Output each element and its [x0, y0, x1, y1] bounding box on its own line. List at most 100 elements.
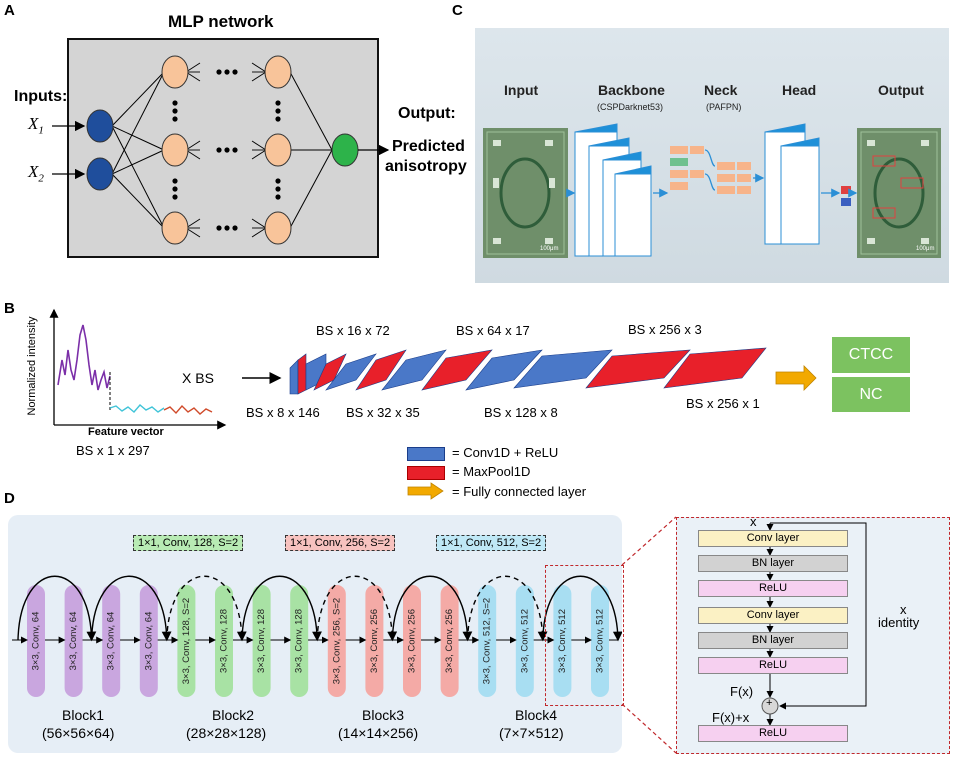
conv-layer-label: 3×3, Conv, 64 [31, 612, 42, 671]
block4-shape: (7×7×512) [499, 725, 564, 741]
conv-layer-label: 3×3, Conv, 256 [407, 609, 418, 673]
y-axis-label: Normalized intensity [26, 316, 38, 416]
x-axis-label: Feature vector [88, 426, 164, 438]
bottom-label-3: BS x 128 x 8 [484, 405, 558, 420]
block2-shape: (28×28×128) [186, 725, 267, 741]
top-label-3: BS x 256 x 3 [628, 322, 702, 337]
scale-bar-output: 100μm [916, 246, 935, 252]
input-x1-label: X1 [28, 114, 44, 137]
block1-name: Block1 [62, 707, 105, 723]
bottom-label-2: BS x 32 x 35 [346, 405, 420, 420]
output-nc: NC [832, 377, 910, 412]
backbone-subtitle: (CSPDarknet53) [597, 102, 664, 112]
stage-neck: Neck [704, 82, 738, 98]
residual-layer-3: ReLU [698, 580, 848, 597]
layer-blocks [289, 347, 767, 395]
conv-layer-label: 3×3, Conv, 512 [595, 609, 606, 673]
cnn1d-diagram [242, 347, 817, 395]
conv-layer-pill: 3×3, Conv, 128 [252, 585, 271, 697]
conv-layer-label: 3×3, Conv, 128 [294, 609, 305, 673]
skip-connection-arc [466, 575, 548, 642]
conv-layer-pill: 3×3, Conv, 512 [591, 585, 609, 697]
resnet-diagram: 3×3, Conv, 64 3×3, Conv, 64 3×3, Conv, 64 3… [12, 575, 622, 697]
skip-connection-arc [166, 575, 247, 642]
neck-subtitle: (PAFPN) [706, 102, 742, 112]
backbone-blocks [574, 123, 652, 257]
conv-layer-label: 3×3, Conv, 256 [369, 609, 380, 673]
block2-name: Block2 [212, 707, 255, 723]
legend-fc-label: = Fully connected layer [452, 484, 587, 499]
conv-layer-pill: 3×3, Conv, 512 [553, 585, 572, 697]
identity-x-label: x [900, 602, 907, 617]
head-blocks [764, 123, 820, 245]
conv-layer-pill: 3×3, Conv, 128 [290, 585, 309, 697]
conv-layer-label: 3×3, Conv, 512 [519, 609, 530, 673]
block3-name: Block3 [362, 707, 405, 723]
conv-layer-label: 3×3, Conv, 512 [557, 609, 568, 673]
output-line2: anisotropy [385, 158, 467, 175]
residual-diagram [761, 522, 867, 726]
conv-layer-label: 3×3, Conv, 64 [143, 612, 154, 671]
stage-backbone: Backbone [598, 82, 665, 98]
inputs-label: Inputs: [14, 88, 68, 105]
conv-layer-pill: 3×3, Conv, 64 [102, 585, 121, 697]
neck-blocks [670, 146, 751, 194]
plus-symbol: + [766, 697, 773, 709]
conv-layer-label: 3×3, Conv, 64 [68, 612, 79, 671]
legend-fc-swatch [407, 482, 444, 500]
block4-name: Block4 [515, 707, 558, 723]
conv-layer-label: 3×3, Conv, 256 [444, 609, 455, 673]
conv-layer-label: 3×3, Conv, 128 [256, 609, 267, 673]
skip-connection-arc [241, 575, 322, 642]
input-image [483, 128, 568, 258]
block1-shape: (56×56×64) [42, 725, 115, 741]
stage-output: Output [878, 82, 924, 98]
shortcut-label-3: 1×1, Conv, 512, S=2 [436, 535, 547, 551]
residual-layer-2: BN layer [698, 555, 848, 572]
legend-conv-label: = Conv1D + ReLU [452, 445, 559, 460]
top-label-1: BS x 16 x 72 [316, 323, 390, 338]
legend-pool-swatch [407, 466, 445, 480]
panel-label-c: C [452, 2, 463, 19]
skip-connection-arc [542, 575, 622, 642]
panel-label-b: B [4, 300, 15, 317]
stage-head: Head [782, 82, 817, 98]
x-bs-label: X BS [182, 370, 214, 386]
legend-pool-label: = MaxPool1D [452, 464, 531, 479]
identity-label: identity [878, 615, 920, 630]
input-shape-label: BS x 1 x 297 [76, 443, 150, 458]
panel-label-d: D [4, 490, 15, 507]
conv-layer-pill: 3×3, Conv, 256, S=2 [327, 585, 346, 697]
shortcut-label-2: 1×1, Conv, 256, S=2 [285, 535, 396, 551]
conv-layer-label: 3×3, Conv, 512, S=2 [482, 598, 493, 684]
zoom-connector [621, 516, 677, 754]
conv-layer-pill: 3×3, Conv, 512, S=2 [478, 585, 497, 697]
conv-layer-pill: 3×3, Conv, 256 [440, 585, 459, 697]
skip-connection-arc [316, 575, 398, 642]
output-label: Output: [398, 105, 456, 122]
skip-connection-arc [90, 575, 172, 642]
mlp-diagram [52, 55, 390, 245]
panel-label-a: A [4, 2, 15, 19]
shortcut-label-1: 1×1, Conv, 128, S=2 [133, 535, 244, 551]
bottom-label-1: BS x 8 x 146 [246, 405, 320, 420]
conv-layer-label: 3×3, Conv, 128, S=2 [181, 598, 192, 684]
conv-layer-pill: 3×3, Conv, 512 [515, 585, 534, 697]
fx-label: F(x) [730, 684, 754, 699]
output-line1: Predicted [392, 138, 465, 155]
scale-bar-input: 100μm [540, 246, 559, 252]
fx-plus-x-label: F(x)+x [712, 710, 750, 725]
output-nc-label: NC [859, 385, 883, 403]
top-label-2: BS x 64 x 17 [456, 323, 530, 338]
conv-layer-label: 3×3, Conv, 256, S=2 [331, 598, 342, 684]
conv-layer-label: 3×3, Conv, 128 [219, 609, 230, 673]
mlp-title: MLP network [168, 12, 274, 31]
spectrum-plot [49, 308, 227, 430]
block4-highlight [545, 565, 624, 706]
conv-layer-pill: 3×3, Conv, 128 [215, 585, 233, 697]
conv-layer-label: 3×3, Conv, 64 [106, 612, 117, 671]
input-x2-label: X2 [28, 162, 44, 185]
residual-layer-5: BN layer [698, 632, 848, 649]
residual-layer-6: ReLU [698, 657, 848, 674]
residual-layer-1: Conv layer [698, 530, 848, 547]
